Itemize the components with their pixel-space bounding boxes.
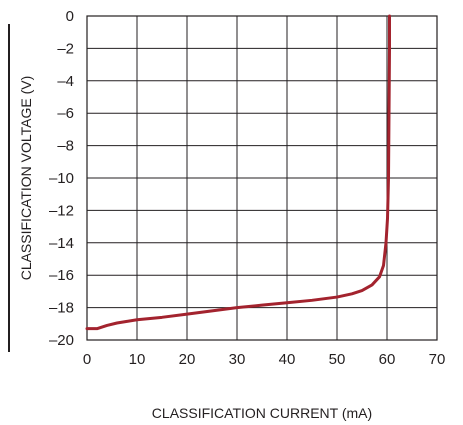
y-tick-labels: 0 –2 –4 –6 –8 –10 –12 –14 –16 –18 –20 bbox=[49, 8, 74, 349]
x-tick-label: 0 bbox=[83, 351, 91, 368]
x-tick-label: 20 bbox=[179, 351, 196, 368]
x-tick-label: 60 bbox=[379, 351, 396, 368]
grid-lines bbox=[86, 15, 438, 341]
series-line bbox=[85, 14, 391, 331]
y-tick-label: –16 bbox=[49, 267, 74, 284]
y-tick-label: –6 bbox=[57, 105, 74, 122]
plot-frame bbox=[86, 15, 438, 341]
x-tick-label: 30 bbox=[229, 351, 246, 368]
y-tick-label: –2 bbox=[57, 40, 74, 57]
y-tick-label: –12 bbox=[49, 202, 74, 219]
y-tick-label: –18 bbox=[49, 300, 74, 317]
y-tick-label: –10 bbox=[49, 170, 74, 187]
y-tick-label: –14 bbox=[49, 235, 74, 252]
x-tick-label: 50 bbox=[329, 351, 346, 368]
y-tick-label: –8 bbox=[57, 138, 74, 155]
x-tick-label: 70 bbox=[429, 351, 446, 368]
side-bar bbox=[8, 24, 10, 352]
series-layer bbox=[85, 14, 391, 331]
x-axis-title: CLASSIFICATION CURRENT (mA) bbox=[152, 405, 372, 421]
y-tick-label: –20 bbox=[49, 332, 74, 349]
x-tick-label: 40 bbox=[279, 351, 296, 368]
x-tick-label: 10 bbox=[129, 351, 146, 368]
y-axis-title: CLASSIFICATION VOLTAGE (V) bbox=[18, 76, 34, 281]
x-tick-labels: 0 10 20 30 40 50 60 70 bbox=[83, 351, 446, 368]
y-tick-label: 0 bbox=[66, 8, 74, 25]
y-tick-label: –4 bbox=[57, 73, 74, 90]
